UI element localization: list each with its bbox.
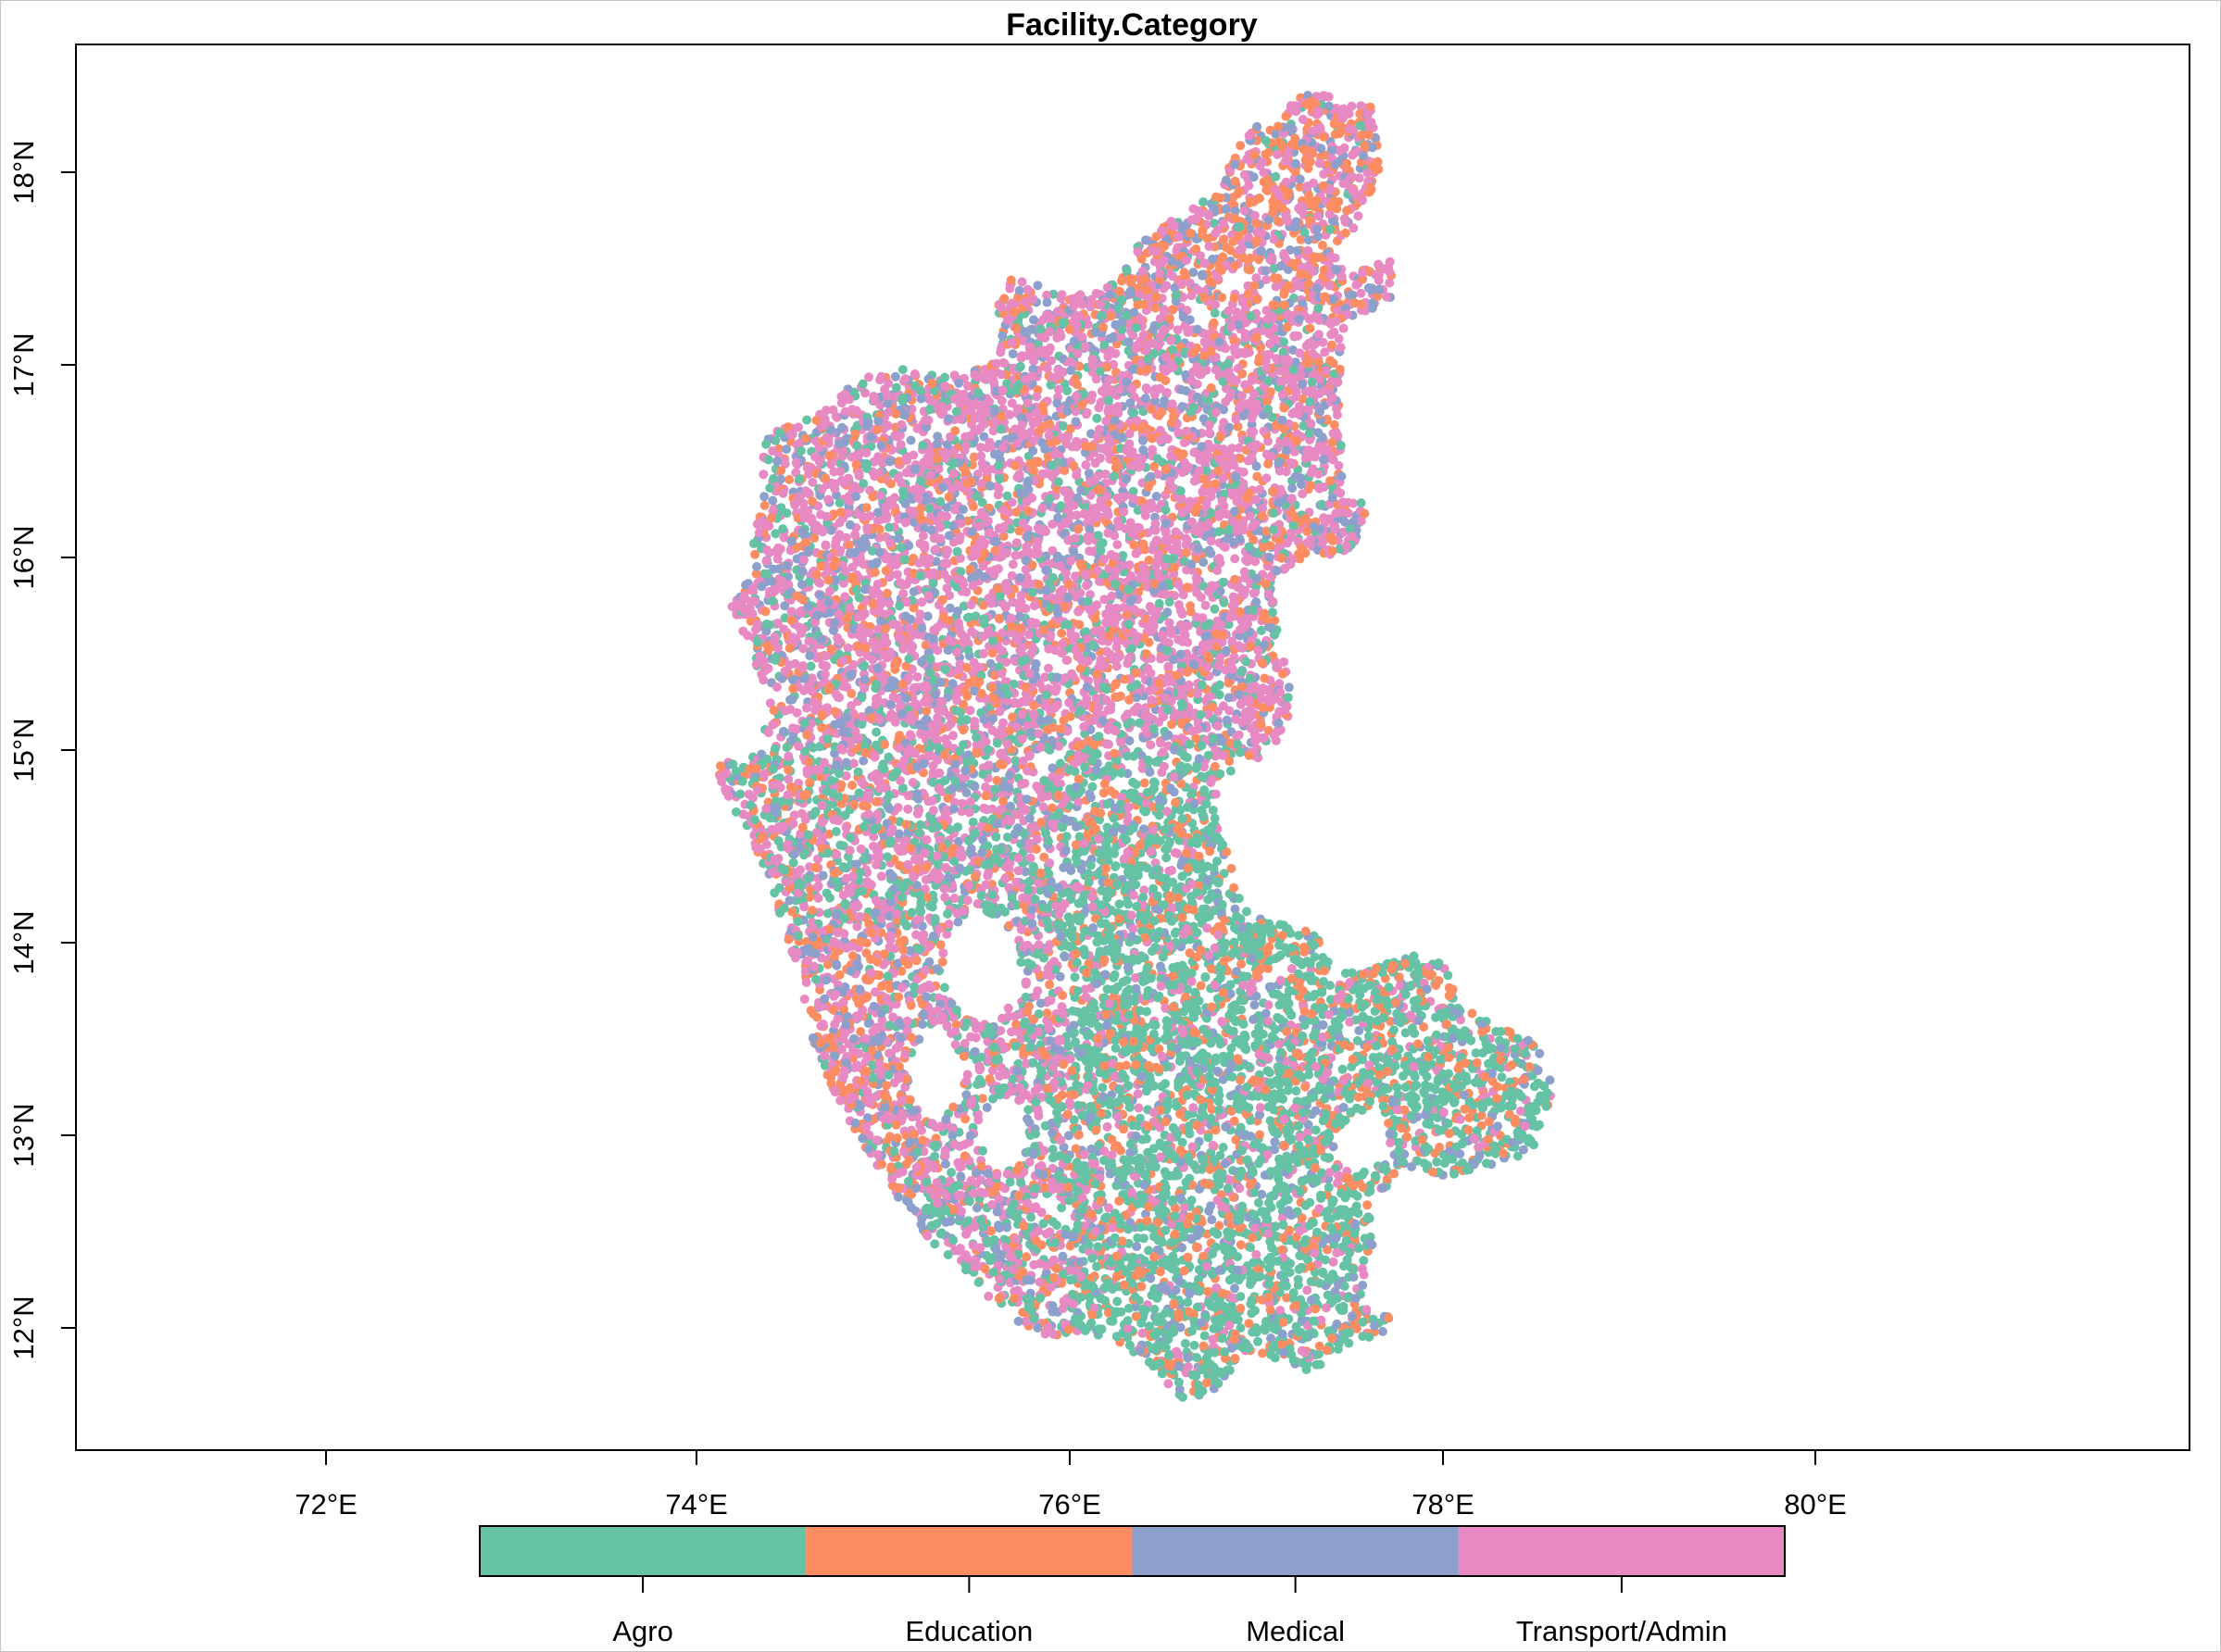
facility-point (1476, 1110, 1487, 1120)
facility-point (1028, 861, 1038, 871)
facility-point (1142, 384, 1152, 394)
facility-point (1435, 1143, 1445, 1152)
facility-point (1112, 540, 1123, 550)
facility-point (1044, 663, 1053, 673)
facility-point (968, 502, 978, 512)
facility-point (818, 870, 828, 881)
facility-point (1302, 1285, 1312, 1295)
facility-point (780, 601, 790, 611)
facility-point (960, 1114, 971, 1124)
facility-point (1270, 1145, 1280, 1155)
facility-point (992, 738, 1002, 748)
facility-point (1443, 970, 1453, 981)
facility-point (1016, 590, 1026, 600)
facility-point (1134, 1103, 1144, 1113)
facility-point (928, 806, 938, 816)
facility-point (1273, 149, 1283, 159)
facility-point (1055, 971, 1065, 982)
facility-point (1236, 454, 1246, 464)
facility-point (1199, 1331, 1210, 1341)
facility-point (1304, 1070, 1314, 1080)
facility-point (1017, 780, 1027, 789)
facility-point (1271, 171, 1281, 181)
facility-point (1128, 486, 1138, 496)
facility-point (982, 1103, 992, 1112)
facility-point (759, 500, 770, 510)
facility-point (1229, 937, 1239, 947)
facility-point (1141, 649, 1151, 659)
facility-point (1208, 806, 1218, 815)
facility-point (1272, 566, 1282, 576)
facility-point (1070, 972, 1080, 982)
facility-point (915, 820, 925, 830)
facility-point (1377, 1326, 1387, 1336)
facility-point (1333, 1345, 1343, 1354)
facility-point (1230, 904, 1240, 914)
facility-point (943, 1250, 953, 1259)
facility-point (1338, 323, 1349, 333)
facility-point (949, 370, 960, 381)
facility-point (1118, 977, 1128, 987)
facility-point (981, 782, 990, 792)
facility-point (1033, 281, 1043, 291)
facility-point (1186, 291, 1197, 301)
facility-point (1226, 863, 1236, 873)
facility-point (1353, 211, 1363, 221)
facility-point (908, 778, 918, 787)
facility-point (1314, 1349, 1324, 1359)
facility-point (917, 597, 927, 607)
facility-point (876, 871, 886, 882)
facility-points (715, 91, 1555, 1402)
facility-point (1349, 223, 1359, 233)
plot-panel (75, 44, 2190, 1451)
facility-point (1316, 1191, 1326, 1201)
facility-point (1210, 604, 1220, 614)
facility-point (876, 371, 886, 382)
facility-point (1059, 716, 1069, 725)
facility-point (1000, 907, 1010, 917)
facility-point (1021, 867, 1031, 877)
facility-point (1123, 899, 1134, 909)
facility-point (1211, 789, 1221, 799)
map-title: Facility.Category (1006, 7, 1258, 43)
facility-point (939, 982, 949, 993)
facility-point (1354, 173, 1364, 183)
facility-point (1535, 1048, 1545, 1058)
facility-point (1134, 587, 1144, 597)
facility-point (891, 1120, 901, 1130)
facility-point (839, 1004, 849, 1014)
facility-point (1110, 1043, 1121, 1053)
facility-point (1463, 1125, 1474, 1135)
facility-point (1114, 899, 1124, 909)
facility-point (1282, 1293, 1292, 1303)
facility-point (1263, 963, 1274, 973)
facility-point (1471, 1048, 1481, 1058)
facility-point (1210, 813, 1220, 823)
facility-point (1045, 858, 1055, 868)
facility-point (1007, 398, 1017, 408)
facility-point (998, 718, 1008, 728)
facility-point (1279, 657, 1289, 667)
facility-point (759, 492, 770, 502)
facility-point (847, 781, 858, 790)
facility-point (1248, 1091, 1258, 1101)
facility-point (1081, 460, 1091, 470)
facility-point (1257, 1189, 1267, 1199)
facility-point (961, 587, 972, 597)
facility-point (1124, 736, 1135, 745)
facility-point (1318, 1020, 1328, 1030)
facility-point (1328, 1257, 1338, 1267)
facility-point (1142, 1133, 1151, 1144)
facility-point (1218, 1143, 1228, 1152)
facility-point (1253, 1197, 1263, 1208)
facility-point (832, 960, 842, 970)
facility-point (1291, 1086, 1301, 1096)
